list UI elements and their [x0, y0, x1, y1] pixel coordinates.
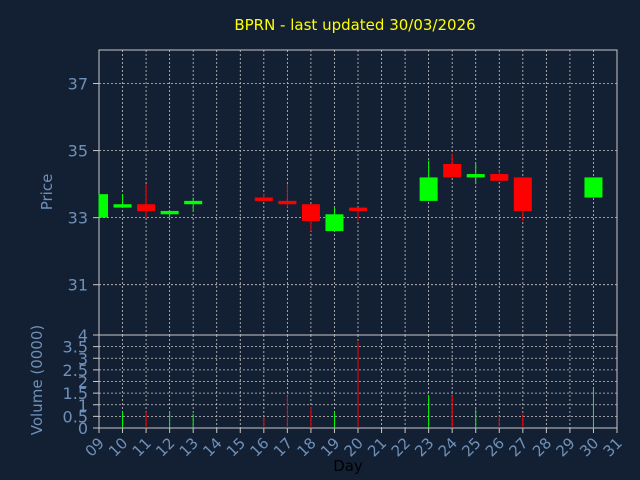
volume-tick-label: 0.5: [63, 407, 88, 426]
candle: [443, 153, 462, 178]
x-tick-label: 22: [388, 434, 414, 460]
candle-body: [349, 207, 367, 211]
candle-body: [301, 204, 320, 221]
candle-body: [160, 210, 179, 215]
x-tick-label: 10: [105, 434, 131, 460]
candle: [325, 207, 344, 232]
price-tick-label: 31: [68, 276, 88, 295]
price-tick-label: 35: [68, 142, 88, 161]
x-tick-label: 12: [152, 434, 178, 460]
x-tick-label: 31: [600, 434, 626, 460]
volume-axis-label: Volume (0000): [28, 325, 46, 435]
candle-body: [184, 200, 203, 205]
candle: [349, 207, 367, 221]
x-tick-label: 24: [435, 434, 461, 460]
x-tick-label: 17: [270, 434, 296, 460]
candle-body: [419, 177, 438, 201]
price-axis-label: Price: [38, 174, 56, 211]
candle: [113, 194, 132, 208]
candle-body: [254, 197, 273, 201]
x-tick-label: 14: [199, 434, 225, 460]
volume-tick-label: 3: [78, 349, 88, 368]
x-axis-label: Day: [333, 457, 363, 475]
price-plot-area: [98, 49, 618, 336]
candle: [160, 210, 179, 218]
candle: [98, 194, 108, 218]
x-tick-label: 16: [246, 434, 272, 460]
candle-body: [490, 174, 509, 181]
candle-body: [584, 177, 603, 198]
candle-body: [513, 177, 532, 211]
candle: [490, 170, 509, 181]
volume-tick-label: 1.5: [63, 384, 88, 403]
candle-body: [325, 214, 344, 232]
volume-tick-label: 4: [78, 326, 88, 345]
volume-tick-label: 2.5: [63, 361, 88, 380]
candle-body: [443, 164, 462, 178]
price-tick-label: 33: [68, 209, 88, 228]
candle-body: [99, 194, 108, 218]
x-tick-label: 27: [505, 434, 531, 460]
volume-tick-label: 0: [78, 419, 88, 438]
candle: [137, 184, 156, 218]
chart-title: BPRN - last updated 30/03/2026: [234, 16, 475, 34]
candle: [278, 184, 297, 208]
x-tick-label: 30: [576, 434, 602, 460]
candle-body: [278, 200, 297, 205]
candle-body: [137, 204, 156, 211]
candle-body: [113, 204, 132, 208]
volume-panel: 00.511.522.533.5409101112131415161718192…: [63, 326, 626, 460]
x-tick-label: 18: [294, 434, 320, 460]
candle-body: [466, 174, 485, 178]
x-tick-label: 15: [223, 434, 249, 460]
x-tick-label: 23: [411, 434, 437, 460]
x-tick-label: 21: [364, 434, 390, 460]
x-tick-label: 11: [129, 434, 155, 460]
x-tick-label: 25: [458, 434, 484, 460]
candle: [419, 160, 438, 201]
x-tick-label: 13: [176, 434, 202, 460]
volume-tick-label: 2: [78, 373, 88, 392]
price-panel: 31 33 35 37: [68, 49, 618, 336]
price-tick-label: 37: [68, 75, 88, 94]
volume-tick-label: 1: [78, 396, 88, 415]
x-tick-label: 09: [82, 434, 108, 460]
x-tick-label: 29: [553, 434, 579, 460]
candle: [254, 194, 273, 201]
candle: [301, 204, 320, 232]
volume-tick-label: 3.5: [63, 338, 88, 357]
x-tick-label: 26: [482, 434, 508, 460]
candle: [513, 177, 532, 221]
x-tick-label: 28: [529, 434, 555, 460]
candle: [584, 177, 603, 198]
candle: [184, 197, 203, 211]
candle: [466, 164, 485, 185]
